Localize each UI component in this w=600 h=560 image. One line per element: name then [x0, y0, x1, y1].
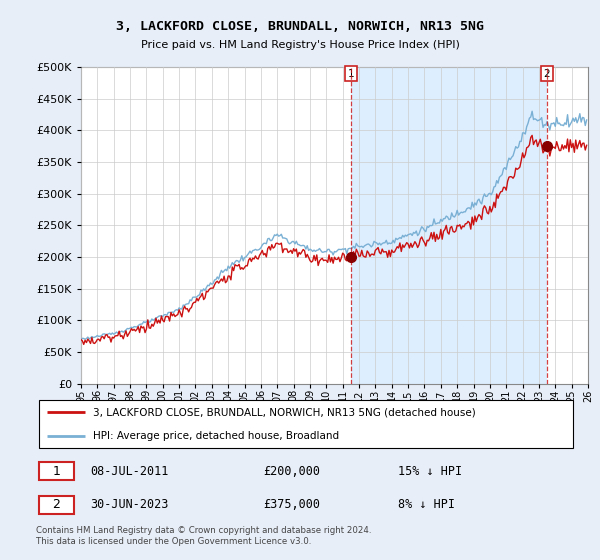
Text: Contains HM Land Registry data © Crown copyright and database right 2024.
This d: Contains HM Land Registry data © Crown c… — [36, 526, 371, 546]
Text: Price paid vs. HM Land Registry's House Price Index (HPI): Price paid vs. HM Land Registry's House … — [140, 40, 460, 50]
Text: £200,000: £200,000 — [263, 465, 320, 478]
FancyBboxPatch shape — [39, 400, 574, 448]
Text: 30-JUN-2023: 30-JUN-2023 — [90, 498, 169, 511]
Text: HPI: Average price, detached house, Broadland: HPI: Average price, detached house, Broa… — [92, 431, 339, 441]
Text: 08-JUL-2011: 08-JUL-2011 — [90, 465, 169, 478]
Text: £375,000: £375,000 — [263, 498, 320, 511]
Text: 3, LACKFORD CLOSE, BRUNDALL, NORWICH, NR13 5NG (detached house): 3, LACKFORD CLOSE, BRUNDALL, NORWICH, NR… — [92, 408, 475, 418]
Text: 2: 2 — [53, 498, 61, 511]
Text: 3, LACKFORD CLOSE, BRUNDALL, NORWICH, NR13 5NG: 3, LACKFORD CLOSE, BRUNDALL, NORWICH, NR… — [116, 20, 484, 32]
Text: 2: 2 — [544, 68, 550, 78]
FancyBboxPatch shape — [39, 496, 74, 514]
Text: 8% ↓ HPI: 8% ↓ HPI — [398, 498, 455, 511]
Text: 1: 1 — [348, 68, 355, 78]
FancyBboxPatch shape — [39, 462, 74, 480]
Text: 15% ↓ HPI: 15% ↓ HPI — [398, 465, 462, 478]
Bar — [351, 67, 547, 384]
Text: 1: 1 — [53, 465, 61, 478]
